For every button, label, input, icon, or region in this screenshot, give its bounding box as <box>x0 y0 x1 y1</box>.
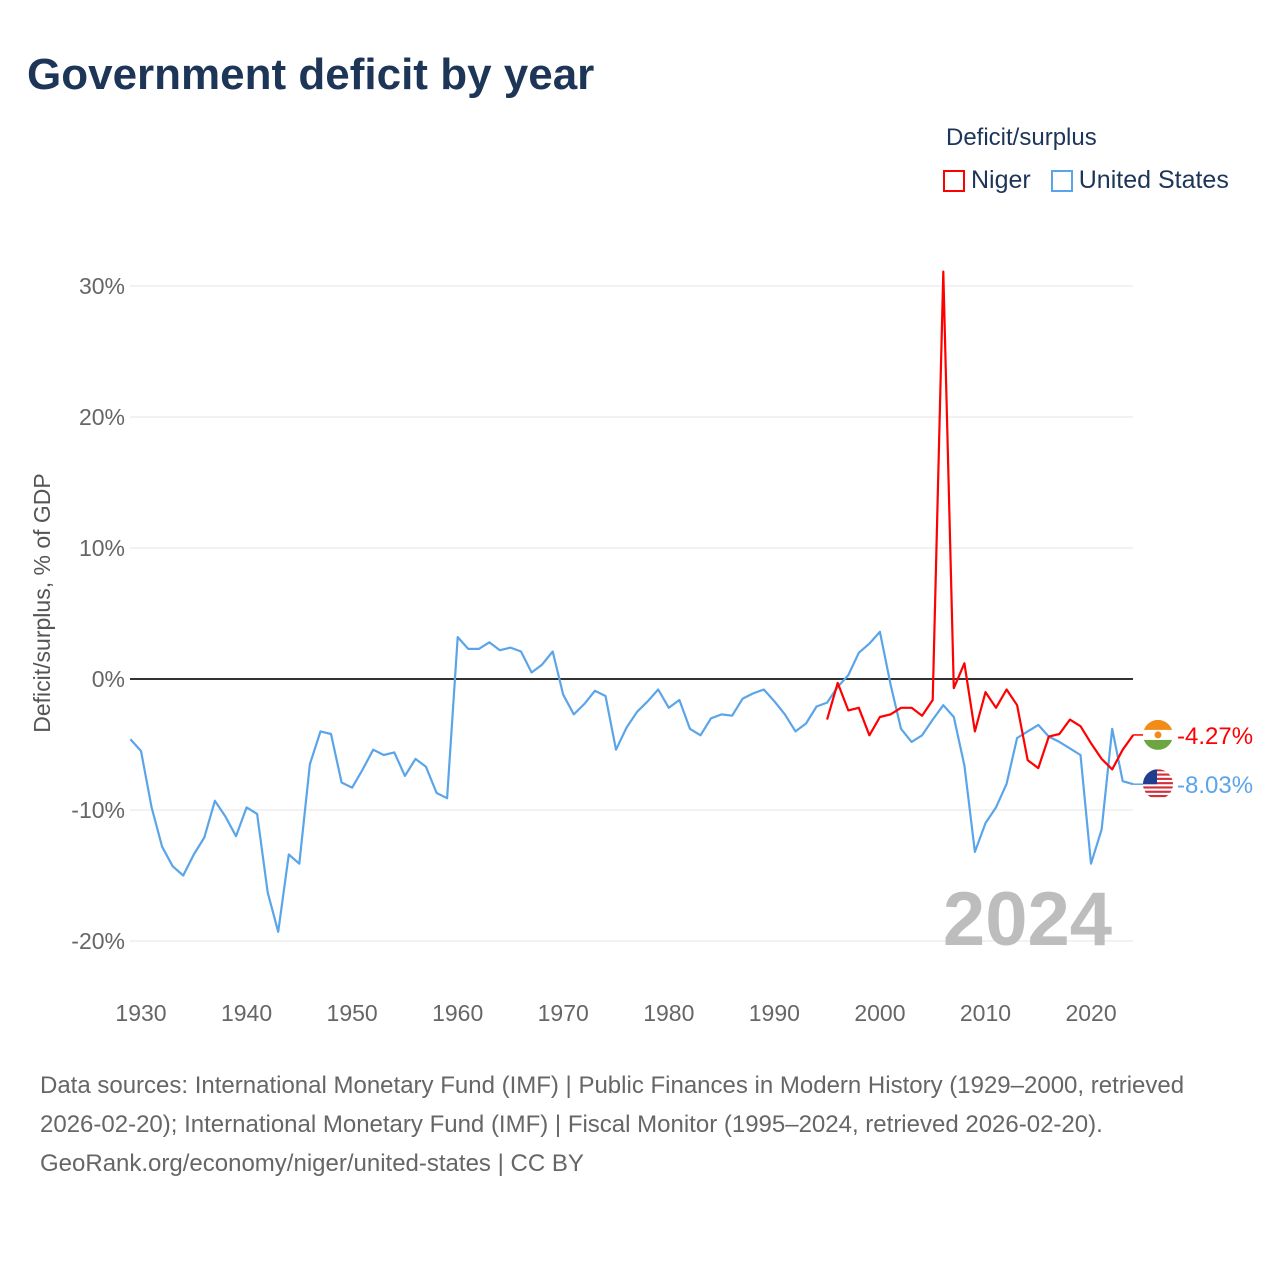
legend-title: Deficit/surplus <box>946 124 1097 151</box>
x-tick-label: 1960 <box>432 1000 483 1026</box>
series-line-united-states <box>129 630 1134 933</box>
legend-label: Niger <box>971 166 1031 194</box>
y-tick-label: 0% <box>92 666 125 692</box>
data-sources: Data sources: International Monetary Fun… <box>40 1072 1185 1138</box>
x-tick-label: 1940 <box>221 1000 272 1026</box>
x-tick-label: 1990 <box>749 1000 800 1026</box>
legend-item-united-states[interactable]: United States <box>1050 166 1229 195</box>
y-tick-label: 10% <box>79 535 125 561</box>
footer: Data sources: International Monetary Fun… <box>40 1066 1240 1183</box>
legend-swatch-united-states <box>1050 169 1073 192</box>
series-line-niger <box>826 270 1135 771</box>
x-tick-label: 2010 <box>960 1000 1011 1026</box>
y-tick-label: 20% <box>79 404 125 430</box>
end-value-label: -8.03% <box>1177 772 1253 799</box>
end-value-label: -4.27% <box>1177 723 1253 750</box>
x-tick-label: 2000 <box>854 1000 905 1026</box>
legend-label: United States <box>1078 166 1229 194</box>
legend-item-niger[interactable]: Niger <box>943 166 1031 195</box>
x-tick-label: 1970 <box>538 1000 589 1026</box>
current-year-label: 2024 <box>943 877 1112 962</box>
legend-swatch-niger <box>943 169 965 192</box>
us-flag-icon <box>1143 769 1173 800</box>
niger-flag-icon <box>1143 719 1173 750</box>
credit-link[interactable]: GeoRank.org/economy/niger/united-states … <box>40 1150 584 1177</box>
y-tick-label: 30% <box>79 273 125 299</box>
x-tick-label: 1980 <box>643 1000 694 1026</box>
y-tick-label: -20% <box>71 928 125 954</box>
legend: Niger United States <box>943 166 1229 195</box>
x-tick-label: 1950 <box>327 1000 378 1026</box>
chart-title: Government deficit by year <box>27 50 595 99</box>
line-chart: 30% 20% 10% 0% -10% -20% 1930 1940 1950 1960 1970 1… <box>29 270 1253 1026</box>
y-axis-label: Deficit/surplus, % of GDP <box>29 473 55 732</box>
y-tick-label: -10% <box>71 797 125 823</box>
x-tick-label: 2020 <box>1065 1000 1116 1026</box>
x-tick-label: 1930 <box>115 1000 166 1026</box>
